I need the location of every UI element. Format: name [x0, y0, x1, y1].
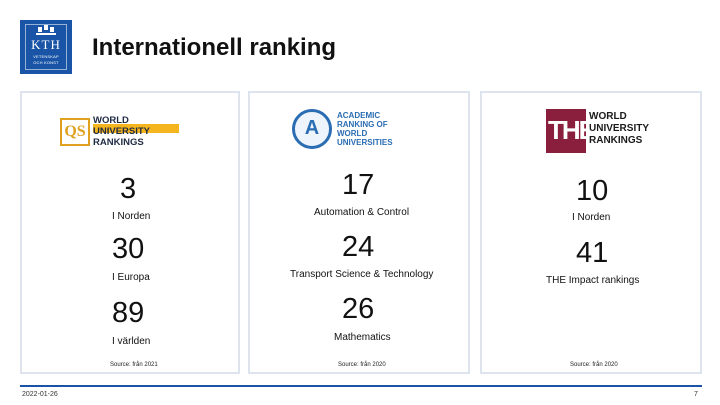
the-logo-text: WORLD UNIVERSITY RANKINGS — [589, 111, 650, 146]
rank-label: Automation & Control — [314, 207, 410, 218]
kth-logo-line2: OCH KONST — [33, 60, 59, 65]
rank-label: THE Impact rankings — [546, 275, 640, 286]
arwu-emblem: A — [292, 109, 332, 149]
rank-label: Transport Science & Technology — [290, 269, 434, 280]
rank-value: 17 — [342, 169, 375, 201]
source-note: Source: från 2020 — [338, 362, 386, 368]
qs-ranking-card: QS WORLD UNIVERSITY RANKINGS 3 I Norden … — [20, 91, 240, 374]
rank-label: Mathematics — [334, 332, 391, 343]
rank-value: 10 — [576, 175, 609, 207]
rank-value: 24 — [342, 231, 375, 263]
the-ranking-card: THE WORLD UNIVERSITY RANKINGS 10 I Norde… — [480, 91, 702, 374]
rank-value: 26 — [342, 293, 375, 325]
arwu-ranking-card: A ACADEMIC RANKING OF WORLD UNIVERSITIES… — [248, 91, 470, 374]
qs-logo-text: WORLD UNIVERSITY RANKINGS — [93, 115, 151, 148]
rank-label: I Europa — [112, 272, 150, 283]
rank-value: 41 — [576, 237, 609, 269]
source-note: Source: från 2021 — [110, 362, 158, 368]
kth-seal — [25, 24, 67, 70]
rank-value: 30 — [112, 233, 145, 265]
rank-label: I Norden — [572, 212, 611, 223]
page-title: Internationell ranking — [92, 34, 337, 61]
page-number: 7 — [694, 391, 698, 398]
rank-value: 89 — [112, 297, 145, 329]
rank-value: 3 — [120, 173, 137, 205]
footer-date: 2022-01-26 — [22, 391, 58, 398]
source-note: Source: från 2020 — [570, 362, 618, 368]
qs-logo: QS WORLD UNIVERSITY RANKINGS — [60, 115, 180, 151]
rank-label: I världen — [112, 336, 151, 347]
the-logo-mark: THE — [546, 109, 596, 153]
qs-logo-band — [93, 124, 179, 133]
arwu-logo-text: ACADEMIC RANKING OF WORLD UNIVERSITIES — [337, 111, 393, 147]
crown-icon — [36, 27, 56, 35]
kth-logo-line1: VETENSKAP — [33, 54, 59, 59]
rank-label: I Norden — [112, 211, 151, 222]
qs-logo-mark: QS — [60, 118, 90, 146]
kth-logo-name: KTH — [31, 37, 61, 52]
footer-divider — [20, 385, 702, 387]
the-logo: THE WORLD UNIVERSITY RANKINGS — [546, 109, 649, 153]
arwu-logo: A ACADEMIC RANKING OF WORLD UNIVERSITIES — [292, 107, 422, 153]
kth-logo: KTH VETENSKAP OCH KONST — [20, 20, 72, 74]
